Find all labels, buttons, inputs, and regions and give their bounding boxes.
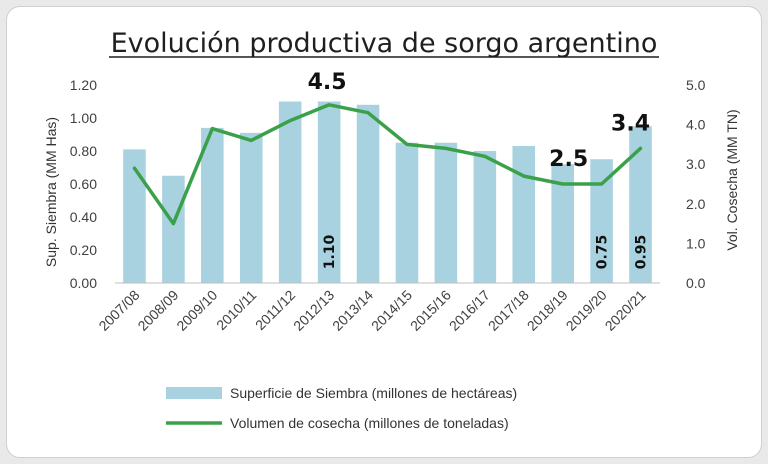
bar-2019-20 xyxy=(590,159,613,283)
x-tick-label: 2019/20 xyxy=(563,287,610,334)
y-right-tick-label: 0.0 xyxy=(686,275,706,291)
legend-bar-swatch xyxy=(166,387,222,399)
x-tick-label: 2010/11 xyxy=(213,287,260,334)
legend: Superficie de Siembra (millones de hectá… xyxy=(166,385,517,431)
x-tick-label: 2011/12 xyxy=(252,287,299,334)
y-left-tick-label: 1.20 xyxy=(70,77,97,93)
bar-2007-08 xyxy=(123,149,146,283)
bar-2008-09 xyxy=(162,175,185,283)
bars-group xyxy=(123,101,652,284)
x-tick-label: 2015/16 xyxy=(407,287,454,334)
bar-value-label: 0.95 xyxy=(634,235,650,270)
bar-2011-12 xyxy=(278,101,302,283)
y-right-tick-label: 1.0 xyxy=(686,235,706,251)
x-tick-label: 2008/09 xyxy=(134,287,181,334)
x-tick-label: 2009/10 xyxy=(173,287,220,334)
y-left-tick-label: 0.40 xyxy=(70,209,97,225)
line-value-label: 3.4 xyxy=(611,111,650,136)
line-value-label: 4.5 xyxy=(308,70,347,95)
chart-title: Evolución productiva de sorgo argentino xyxy=(111,28,658,59)
bar-2009-10 xyxy=(201,127,224,284)
x-tick-label: 2012/13 xyxy=(290,287,337,334)
bar-2017-18 xyxy=(512,146,536,283)
y-right-tick-label: 5.0 xyxy=(686,77,706,93)
bar-value-label: 1.10 xyxy=(322,234,338,269)
y-right-tick-label: 2.0 xyxy=(686,196,706,212)
legend-line-label: Volumen de cosecha (millones de tonelada… xyxy=(230,415,509,431)
bar-2015-16 xyxy=(434,142,458,283)
bar-2016-17 xyxy=(473,151,497,283)
legend-bar-label: Superficie de Siembra (millones de hectá… xyxy=(230,385,517,401)
x-tick-label: 2016/17 xyxy=(446,287,493,334)
annotations-group: 4.5 2.5 3.4 1.10 0.75 0.95 xyxy=(308,70,650,269)
y-right-tick-label: 3.0 xyxy=(686,156,706,172)
y-left-tick-label: 1.00 xyxy=(70,110,97,126)
x-tick-label: 2020/21 xyxy=(602,287,649,334)
y-left-tick-label: 0.20 xyxy=(70,242,97,258)
x-axis-ticks: 2007/082008/092009/102010/112011/122012/… xyxy=(95,287,648,334)
bar-2018-19 xyxy=(551,164,574,283)
y-right-tick-label: 4.0 xyxy=(686,117,706,133)
bar-2014-15 xyxy=(395,142,419,283)
left-axis-ticks: 0.00 0.20 0.40 0.60 0.80 1.00 1.20 xyxy=(70,77,97,291)
bar-2020-21 xyxy=(629,126,652,283)
x-tick-label: 2018/19 xyxy=(524,287,571,334)
x-tick-label: 2013/14 xyxy=(329,287,376,334)
x-tick-label: 2017/18 xyxy=(485,287,532,334)
bar-2013-14 xyxy=(356,104,380,283)
y-left-tick-label: 0.80 xyxy=(70,143,97,159)
bar-value-label: 0.75 xyxy=(595,235,611,270)
y-left-axis-label: Sup. Siembra (MM Has) xyxy=(43,117,59,267)
y-right-axis-label: Vol. Cosecha (MM TN) xyxy=(724,109,740,250)
y-left-tick-label: 0.60 xyxy=(70,176,97,192)
bar-2010-11 xyxy=(239,132,263,283)
line-value-label: 2.5 xyxy=(549,147,588,172)
harvest-volume-line xyxy=(132,103,643,226)
right-axis-ticks: 0.0 1.0 2.0 3.0 4.0 5.0 xyxy=(686,77,706,291)
x-tick-label: 2014/15 xyxy=(368,287,415,334)
y-left-tick-label: 0.00 xyxy=(70,275,97,291)
bar-2012-13 xyxy=(317,101,341,283)
x-tick-label: 2007/08 xyxy=(95,287,142,334)
